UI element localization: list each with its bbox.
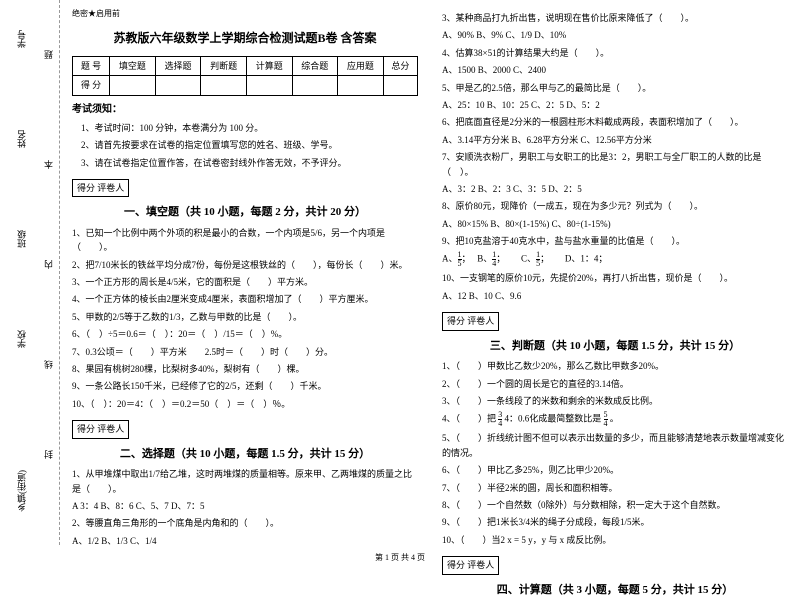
th-3: 判断题 (201, 56, 247, 75)
choice-q3-opts: A、90% B、9% C、1/9 D、10% (442, 28, 788, 42)
section-title-2: 二、选择题（共 10 小题，每题 1.5 分，共计 15 分） (72, 446, 418, 464)
side-marker-4: 线 (42, 360, 55, 369)
side-marker-1: 题 (42, 50, 55, 59)
q9b: B、 (477, 254, 492, 264)
side-label-xuehao: 学号 (15, 30, 28, 48)
fill-q3: 3、一个正方形的周长是4/5米，它的面积是（ ）平方米。 (72, 275, 418, 289)
fill-q8: 8、果园有桃树280棵，比梨树多40%，梨树有（ ）棵。 (72, 362, 418, 376)
frac-54: 54 (604, 411, 608, 428)
choice-q9: 9、把10克盐溶于40克水中，盐与盐水重量的比值是（ ）。 (442, 234, 788, 248)
notice-1: 1、考试时间：100 分钟，本卷满分为 100 分。 (72, 121, 418, 135)
judge-q8: 8、（ ）一个自然数（0除外）与分数相除，积一定大于这个自然数。 (442, 498, 788, 512)
fill-q10: 10、（ ）：20＝4：（ ）＝0.2＝50（ ）＝（ ）％。 (72, 397, 418, 411)
fill-q1: 1、已知一个比例中两个外项的积是最小的合数，一个内项是5/6，另一个内项是（ ）… (72, 226, 418, 255)
th-6: 应用题 (338, 56, 384, 75)
side-label-xuexiao: 学校 (15, 330, 28, 348)
page-footer: 第 1 页 共 4 页 (0, 552, 800, 563)
notice-2: 2、请首先按要求在试卷的指定位置填写您的姓名、班级、学号。 (72, 138, 418, 152)
content: 绝密★启用前 苏教版六年级数学上学期综合检测试题B卷 含答案 题 号 填空题 选… (60, 0, 800, 545)
choice-q9-opts: A、15； B、14； C、15； D、1：4； (442, 251, 788, 268)
side-marker-3: 内 (42, 260, 55, 269)
judge-q2: 2、（ ）一个圆的周长是它的直径的3.14倍。 (442, 377, 788, 391)
choice-q3: 3、某种商品打九折出售，说明现在售价比原来降低了（ ）。 (442, 11, 788, 25)
judge-q7: 7、（ ）半径2米的圆，周长和面积相等。 (442, 481, 788, 495)
side-label-xiangzhen: 乡镇(街道) (15, 470, 28, 512)
side-label-banji: 班级 (15, 230, 28, 248)
choice-q6: 6、把底面直径是2分米的一根圆柱形木料截成两段，表面积增加了（ ）。 (442, 115, 788, 129)
frac-15b: 15 (536, 251, 540, 268)
judge-q4: 4、（ ）把 34 4：0.6化成最简整数比是 54 。 (442, 411, 788, 428)
choice-q6-opts: A、3.14平方分米 B、6.28平方分米 C、12.56平方分米 (442, 133, 788, 147)
judge-q10: 10、（ ）当2 x = 5 y，y 与 x 成反比例。 (442, 533, 788, 547)
choice-q10-opts: A、12 B、10 C、9.6 (442, 289, 788, 303)
th-2: 选择题 (155, 56, 201, 75)
fill-q9: 9、一条公路长150千米，已经修了它的2/5，还剩（ ）千米。 (72, 379, 418, 393)
frac-15: 15 (458, 251, 462, 268)
side-marker-5: 封 (42, 450, 55, 459)
sidebar: 学号 姓名 班级 学校 乡镇(街道) 题 本 内 线 封 (0, 0, 60, 545)
score-table: 题 号 填空题 选择题 判断题 计算题 综合题 应用题 总分 得 分 (72, 56, 418, 96)
side-marker-2: 本 (42, 160, 55, 169)
choice-q8-opts: A、80×15% B、80×(1-15%) C、80÷(1-15%) (442, 217, 788, 231)
judge-q6: 6、（ ）甲比乙多25%，则乙比甲少20%。 (442, 463, 788, 477)
fill-q5: 5、甲数的2/5等于乙数的1/3，乙数与甲数的比是（ ）。 (72, 310, 418, 324)
section-title-1: 一、填空题（共 10 小题，每题 2 分，共计 20 分） (72, 204, 418, 222)
th-5: 综合题 (292, 56, 338, 75)
left-column: 绝密★启用前 苏教版六年级数学上学期综合检测试题B卷 含答案 题 号 填空题 选… (60, 0, 430, 545)
choice-q5-opts: A、25：10 B、10：25 C、2：5 D、5：2 (442, 98, 788, 112)
q9c: C、 (521, 254, 536, 264)
judge-q3: 3、（ ）一条线段了的米数和剩余的米数成反比例。 (442, 394, 788, 408)
section-box-1: 得分 评卷人 (72, 179, 129, 197)
choice-q5: 5、甲是乙的2.5倍，那么甲与乙的最简比是（ ）。 (442, 81, 788, 95)
section-box-3: 得分 评卷人 (442, 312, 499, 330)
choice-q8: 8、原价80元，现降价（一成五，现在为多少元？列式为（ ）。 (442, 199, 788, 213)
secret-mark: 绝密★启用前 (72, 8, 418, 21)
q9d: D、1：4 (565, 254, 599, 264)
fill-q4: 4、一个正方体的棱长由2厘米变成4厘米，表面积增加了（ ）平方厘米。 (72, 292, 418, 306)
judge-q9: 9、（ ）把1米长3/4米的绳子分成段，每段1/5米。 (442, 515, 788, 529)
section-title-4: 四、计算题（共 3 小题，每题 5 分，共计 15 分） (442, 582, 788, 599)
choice-q4: 4、估算38×51的计算结果大约是（ ）。 (442, 46, 788, 60)
choice-q4-opts: A、1500 B、2000 C、2400 (442, 63, 788, 77)
section-box-2: 得分 评卷人 (72, 420, 129, 438)
section-title-3: 三、判断题（共 10 小题，每题 1.5 分，共计 15 分） (442, 338, 788, 356)
th-0: 题 号 (73, 56, 110, 75)
judge-q1: 1、（ ）甲数比乙数少20%，那么乙数比甲数多20%。 (442, 359, 788, 373)
side-label-xingming: 姓名 (15, 130, 28, 148)
paper-title: 苏教版六年级数学上学期综合检测试题B卷 含答案 (72, 29, 418, 48)
choice-q10: 10、一支钢笔的原价10元，先提价20%，再打八折出售，现价是（ ）。 (442, 271, 788, 285)
th-7: 总分 (383, 56, 417, 75)
fill-q2: 2、把7/10米长的铁丝平均分成7份，每份是这根铁丝的（ ），每份长（ ）米。 (72, 258, 418, 272)
choice-q1-opts: A 3：4 B、8：6 C、5、7 D、7：5 (72, 499, 418, 513)
notice-title: 考试须知： (72, 102, 418, 118)
frac-34: 34 (498, 411, 502, 428)
choice-q7-opts: A、3：2 B、2：3 C、3：5 D、2：5 (442, 182, 788, 196)
choice-q1: 1、从甲堆煤中取出1/7给乙堆，这时两堆煤的质量相等。原来甲、乙两堆煤的质量之比… (72, 467, 418, 496)
row2-label: 得 分 (73, 76, 110, 95)
frac-14: 14 (492, 251, 496, 268)
q9a: A、 (442, 254, 458, 264)
choice-q7: 7、安顺洗衣粉厂，男职工与女职工的比是3：2，男职工与全厂职工的人数的比是（ ）… (442, 150, 788, 179)
fill-q6: 6、（ ）÷5＝0.6＝（ ）：20＝（ ）/15＝（ ）%。 (72, 327, 418, 341)
right-column: 3、某种商品打九折出售，说明现在售价比原来降低了（ ）。 A、90% B、9% … (430, 0, 800, 545)
fill-q7: 7、0.3公顷＝（ ）平方米 2.5时＝（ ）时（ ）分。 (72, 345, 418, 359)
th-1: 填空题 (110, 56, 156, 75)
choice-q2-opts: A、1/2 B、1/3 C、1/4 (72, 534, 418, 548)
choice-q2: 2、等腰直角三角形的一个底角是内角和的（ ）。 (72, 516, 418, 530)
th-4: 计算题 (246, 56, 292, 75)
judge-q5: 5、（ ）折线统计图不但可以表示出数量的多少，而且能够清楚地表示数量增减变化的情… (442, 431, 788, 460)
notice-3: 3、请在试卷指定位置作答，在试卷密封线外作答无效，不予评分。 (72, 156, 418, 170)
